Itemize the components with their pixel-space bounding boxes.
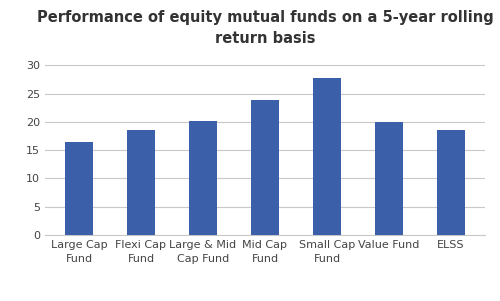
Title: Performance of equity mutual funds on a 5-year rolling
return basis: Performance of equity mutual funds on a … — [36, 10, 494, 46]
Bar — [127, 130, 155, 235]
Bar — [375, 122, 403, 235]
Bar — [65, 142, 93, 235]
Bar — [437, 130, 465, 235]
Bar — [189, 121, 217, 235]
Bar — [251, 101, 279, 235]
Bar — [313, 79, 341, 235]
